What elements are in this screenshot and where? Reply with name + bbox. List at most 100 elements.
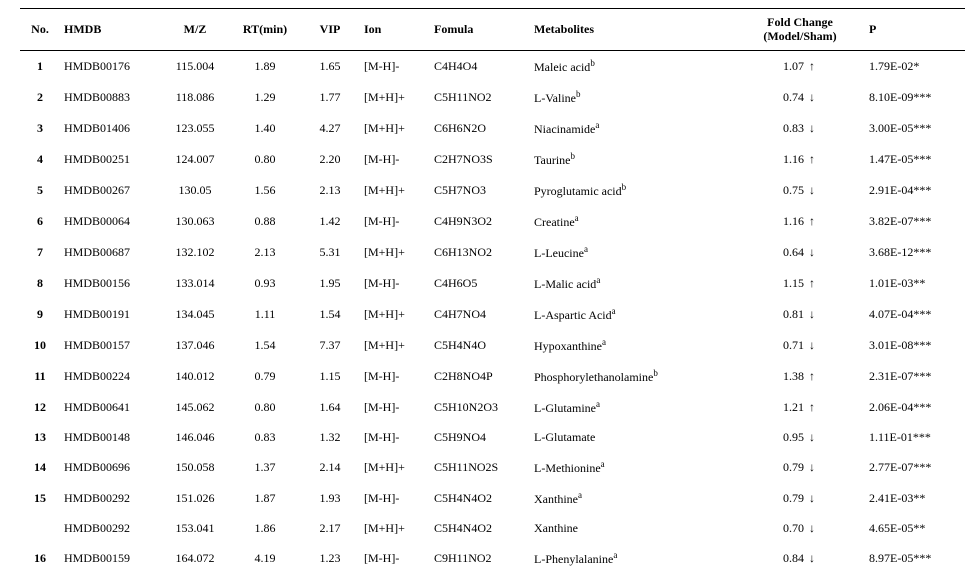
col-p: P — [865, 9, 965, 51]
cell-rt: 1.29 — [230, 82, 300, 113]
cell-ion: [M+H]+ — [360, 299, 430, 330]
cell-formula: C5H4N4O2 — [430, 483, 530, 514]
cell-hmdb: HMDB00157 — [60, 330, 160, 361]
cell-formula: C4H9N3O2 — [430, 206, 530, 237]
cell-p: 2.41E-03** — [865, 483, 965, 514]
arrow-down-icon: ↓ — [807, 90, 817, 105]
cell-p: 1.01E-03** — [865, 268, 965, 299]
cell-ion: [M+H]+ — [360, 330, 430, 361]
cell-p: 3.00E-05*** — [865, 113, 965, 144]
cell-vip: 1.23 — [300, 543, 360, 574]
cell-vip: 7.37 — [300, 330, 360, 361]
cell-hmdb: HMDB01406 — [60, 113, 160, 144]
cell-hmdb: HMDB00176 — [60, 50, 160, 82]
table-row: 6HMDB00064130.0630.881.42[M-H]-C4H9N3O2C… — [20, 206, 965, 237]
table-row: 13HMDB00148146.0460.831.32[M-H]-C5H9NO4L… — [20, 423, 965, 452]
cell-mz: 123.055 — [160, 113, 230, 144]
cell-metabolite: Maleic acidb — [530, 50, 735, 82]
cell-foldchange: 1.16 ↑ — [735, 144, 865, 175]
cell-hmdb: HMDB00251 — [60, 144, 160, 175]
cell-no: 10 — [20, 330, 60, 361]
arrow-up-icon: ↑ — [807, 59, 817, 74]
arrow-up-icon: ↑ — [807, 400, 817, 415]
cell-no — [20, 514, 60, 543]
cell-rt: 4.19 — [230, 543, 300, 574]
arrow-down-icon: ↓ — [807, 245, 817, 260]
col-no: No. — [20, 9, 60, 51]
arrow-up-icon: ↑ — [807, 152, 817, 167]
cell-foldchange: 0.70 ↓ — [735, 514, 865, 543]
cell-metabolite: L-Valineb — [530, 82, 735, 113]
cell-hmdb: HMDB00267 — [60, 175, 160, 206]
cell-metabolite: Xanthine — [530, 514, 735, 543]
cell-formula: C5H7NO3 — [430, 175, 530, 206]
cell-ion: [M-H]- — [360, 206, 430, 237]
cell-ion: [M+H]+ — [360, 514, 430, 543]
cell-mz: 115.004 — [160, 50, 230, 82]
cell-foldchange: 0.71 ↓ — [735, 330, 865, 361]
table-row: 1HMDB00176115.0041.891.65[M-H]-C4H4O4Mal… — [20, 50, 965, 82]
cell-rt: 1.89 — [230, 50, 300, 82]
cell-metabolite: L-Malic acida — [530, 268, 735, 299]
cell-mz: 118.086 — [160, 82, 230, 113]
cell-formula: C5H11NO2 — [430, 82, 530, 113]
cell-p: 1.11E-01*** — [865, 423, 965, 452]
arrow-down-icon: ↓ — [807, 307, 817, 322]
cell-hmdb: HMDB00064 — [60, 206, 160, 237]
cell-metabolite: Xanthinea — [530, 483, 735, 514]
cell-rt: 1.56 — [230, 175, 300, 206]
cell-foldchange: 0.95 ↓ — [735, 423, 865, 452]
col-metab: Metabolites — [530, 9, 735, 51]
cell-ion: [M-H]- — [360, 144, 430, 175]
cell-foldchange: 1.38 ↑ — [735, 361, 865, 392]
col-ion: Ion — [360, 9, 430, 51]
cell-rt: 0.80 — [230, 392, 300, 423]
cell-formula: C5H4N4O — [430, 330, 530, 361]
cell-vip: 1.42 — [300, 206, 360, 237]
cell-foldchange: 0.79 ↓ — [735, 483, 865, 514]
cell-mz: 150.058 — [160, 452, 230, 483]
cell-vip: 1.95 — [300, 268, 360, 299]
cell-vip: 1.32 — [300, 423, 360, 452]
cell-formula: C4H7NO4 — [430, 299, 530, 330]
cell-metabolite: Niacinamidea — [530, 113, 735, 144]
cell-p: 1.79E-02* — [865, 50, 965, 82]
cell-foldchange: 0.74 ↓ — [735, 82, 865, 113]
cell-p: 3.68E-12*** — [865, 237, 965, 268]
cell-foldchange: 1.21 ↑ — [735, 392, 865, 423]
table-row: 11HMDB00224140.0120.791.15[M-H]-C2H8NO4P… — [20, 361, 965, 392]
cell-vip: 1.64 — [300, 392, 360, 423]
cell-vip: 1.77 — [300, 82, 360, 113]
col-hmdb: HMDB — [60, 9, 160, 51]
cell-metabolite: L-Phenylalaninea — [530, 543, 735, 574]
cell-p: 2.91E-04*** — [865, 175, 965, 206]
cell-rt: 1.40 — [230, 113, 300, 144]
cell-formula: C5H11NO2S — [430, 452, 530, 483]
cell-p: 2.31E-07*** — [865, 361, 965, 392]
cell-vip: 5.31 — [300, 237, 360, 268]
cell-mz: 130.05 — [160, 175, 230, 206]
cell-foldchange: 0.83 ↓ — [735, 113, 865, 144]
cell-vip: 4.27 — [300, 113, 360, 144]
cell-hmdb: HMDB00641 — [60, 392, 160, 423]
cell-foldchange: 0.84 ↓ — [735, 543, 865, 574]
cell-p: 4.07E-04*** — [865, 299, 965, 330]
cell-rt: 1.54 — [230, 330, 300, 361]
cell-metabolite: L-Leucinea — [530, 237, 735, 268]
cell-metabolite: Hypoxanthinea — [530, 330, 735, 361]
cell-ion: [M-H]- — [360, 543, 430, 574]
cell-ion: [M-H]- — [360, 50, 430, 82]
table-row: 14HMDB00696150.0581.372.14[M+H]+C5H11NO2… — [20, 452, 965, 483]
cell-rt: 0.83 — [230, 423, 300, 452]
col-foldchange-l2: (Model/Sham) — [763, 29, 836, 43]
cell-p: 1.47E-05*** — [865, 144, 965, 175]
cell-no: 11 — [20, 361, 60, 392]
cell-ion: [M+H]+ — [360, 82, 430, 113]
table-row: 15HMDB00292151.0261.871.93[M-H]-C5H4N4O2… — [20, 483, 965, 514]
cell-no: 3 — [20, 113, 60, 144]
cell-mz: 132.102 — [160, 237, 230, 268]
table-row: 9HMDB00191134.0451.111.54[M+H]+C4H7NO4L-… — [20, 299, 965, 330]
table-row: HMDB00292153.0411.862.17[M+H]+C5H4N4O2Xa… — [20, 514, 965, 543]
cell-rt: 0.79 — [230, 361, 300, 392]
arrow-down-icon: ↓ — [807, 460, 817, 475]
